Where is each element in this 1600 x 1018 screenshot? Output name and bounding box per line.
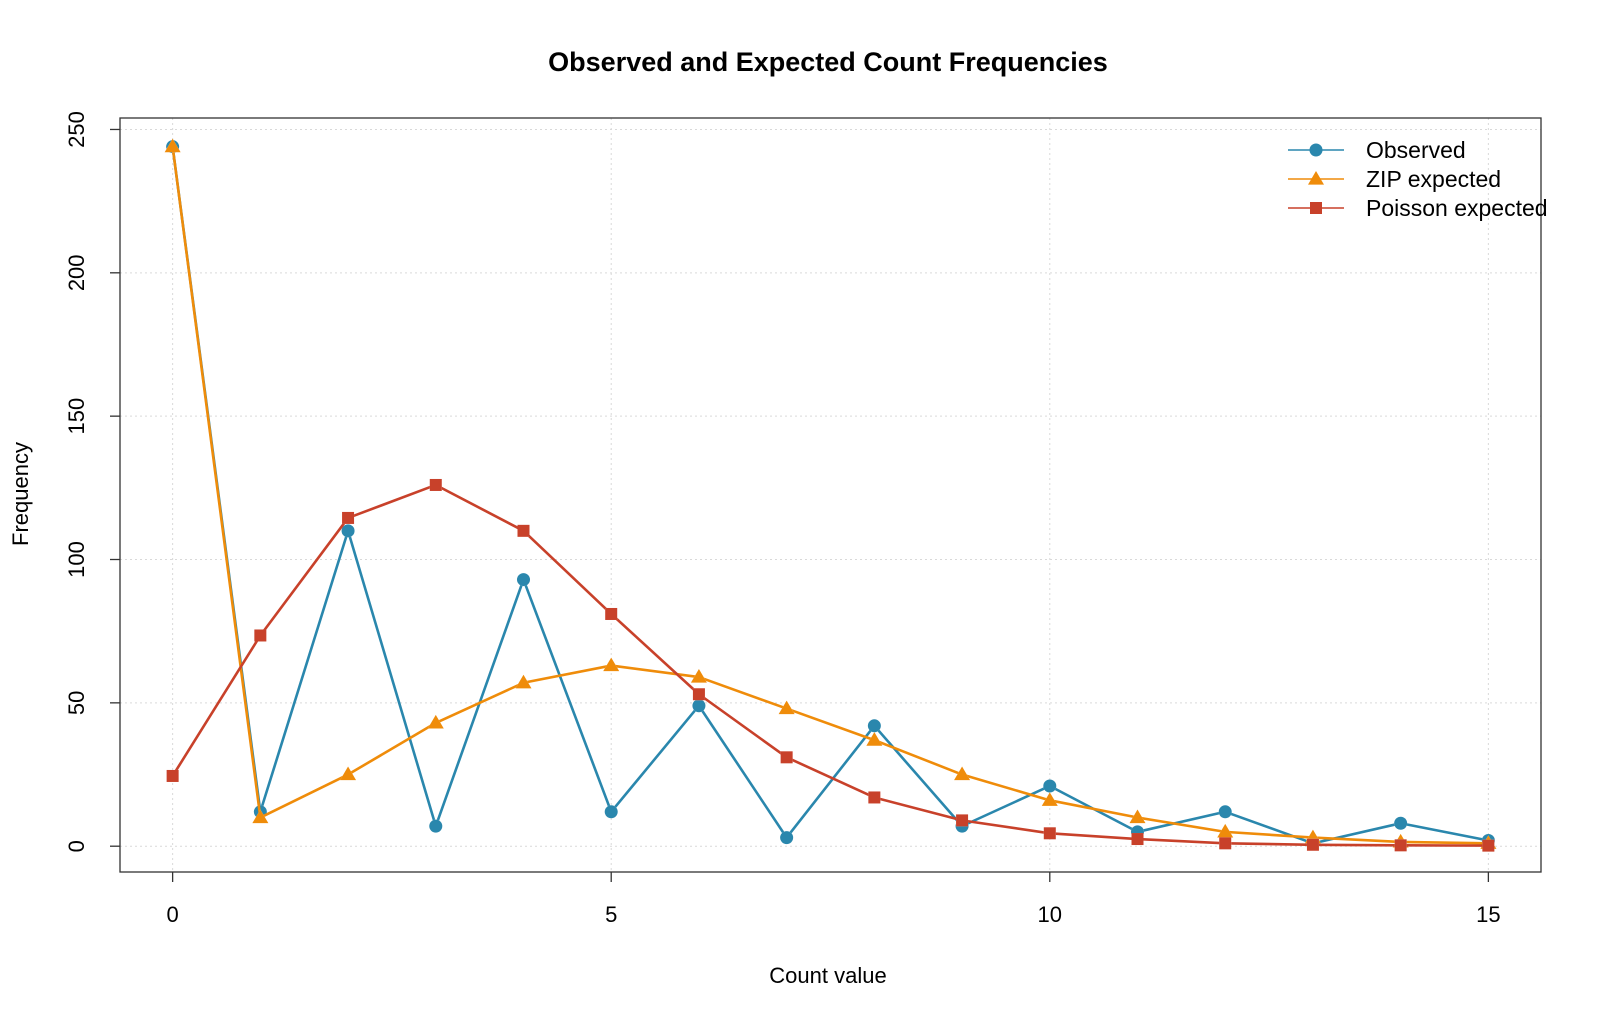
x-tick-label: 15	[1476, 902, 1500, 927]
series-zip-expected	[164, 138, 1497, 849]
grid	[120, 118, 1541, 872]
x-axis-label: Count value	[769, 963, 886, 988]
legend-label: ZIP expected	[1366, 166, 1501, 192]
legend-marker	[1309, 143, 1323, 157]
x-tick-label: 10	[1038, 902, 1062, 927]
data-point	[1218, 805, 1232, 819]
data-point	[341, 524, 355, 538]
legend-label: Observed	[1366, 137, 1466, 163]
series-line	[171, 146, 1489, 845]
data-point	[604, 805, 618, 819]
data-point	[954, 766, 971, 781]
legend-marker	[1310, 202, 1322, 214]
legend-item: Poisson expected	[1288, 195, 1548, 221]
data-point	[1219, 837, 1232, 850]
legend-marker	[1308, 171, 1324, 185]
data-point	[605, 607, 618, 620]
data-point	[340, 766, 357, 781]
data-point	[1129, 809, 1146, 824]
data-point	[429, 478, 442, 491]
chart-title: Observed and Expected Count Frequencies	[548, 47, 1108, 77]
data-point	[780, 831, 794, 845]
data-point	[429, 819, 443, 833]
data-point	[780, 751, 793, 764]
data-point	[1041, 792, 1058, 806]
data-point	[956, 814, 969, 827]
series	[164, 138, 1497, 852]
data-point	[254, 629, 267, 642]
data-point	[166, 769, 179, 782]
data-point	[866, 732, 883, 746]
data-point	[342, 511, 355, 524]
series-line	[171, 146, 1489, 845]
y-axis-label: Frequency	[8, 442, 33, 546]
data-point	[1394, 816, 1408, 830]
legend: Observed ZIP expected Poisson expected	[1288, 137, 1548, 221]
y-tick-label: 100	[64, 541, 89, 578]
data-point	[1306, 838, 1319, 851]
data-point	[868, 791, 881, 804]
data-point	[516, 573, 530, 587]
data-point	[1043, 827, 1056, 840]
y-tick-label: 0	[64, 840, 89, 852]
data-point	[1043, 779, 1057, 793]
data-point	[603, 657, 620, 672]
data-point	[515, 674, 532, 689]
data-point	[1217, 823, 1234, 838]
data-point	[867, 719, 881, 733]
data-point	[517, 524, 530, 537]
data-point	[1131, 833, 1144, 846]
legend-label: Poisson expected	[1366, 195, 1548, 221]
data-point	[690, 669, 707, 683]
plot-frame	[119, 117, 1542, 873]
legend-item: ZIP expected	[1288, 166, 1501, 192]
data-point	[1394, 839, 1407, 852]
series-line	[171, 483, 1489, 847]
data-point	[427, 714, 444, 729]
legend-item: Observed	[1288, 137, 1466, 163]
data-point	[778, 700, 795, 715]
data-point	[164, 138, 181, 153]
series-poisson-expected	[166, 478, 1495, 852]
y-tick-label: 150	[64, 398, 89, 435]
y-tick-label: 250	[64, 111, 89, 148]
series-observed	[166, 140, 1495, 850]
x-tick-label: 5	[605, 902, 617, 927]
x-tick-label: 0	[167, 902, 179, 927]
y-tick-label: 200	[64, 254, 89, 291]
data-point	[252, 809, 269, 824]
data-point	[692, 699, 706, 713]
data-point	[1482, 839, 1495, 852]
y-tick-label: 50	[64, 691, 89, 715]
data-point	[692, 688, 705, 701]
